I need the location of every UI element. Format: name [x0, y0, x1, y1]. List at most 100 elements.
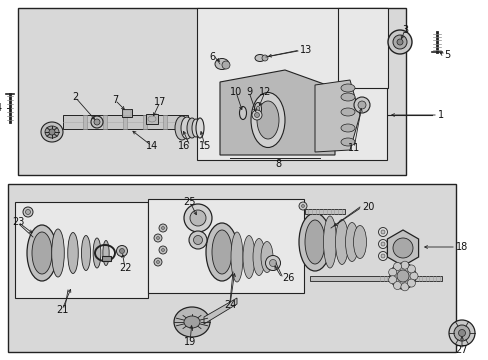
Text: 3: 3	[401, 25, 407, 35]
Text: 20: 20	[361, 202, 374, 212]
Circle shape	[400, 261, 408, 269]
Circle shape	[156, 261, 159, 264]
Ellipse shape	[340, 84, 354, 92]
Ellipse shape	[335, 220, 348, 265]
Ellipse shape	[45, 126, 59, 138]
Text: 16: 16	[177, 141, 190, 151]
Ellipse shape	[102, 240, 109, 265]
Text: 8: 8	[274, 159, 281, 169]
Circle shape	[353, 97, 369, 113]
Ellipse shape	[261, 242, 272, 273]
Polygon shape	[386, 230, 418, 266]
Circle shape	[388, 276, 396, 284]
Ellipse shape	[345, 222, 358, 261]
Bar	[148, 199, 304, 293]
Text: 4: 4	[0, 103, 2, 113]
Circle shape	[161, 226, 164, 230]
Ellipse shape	[340, 93, 354, 101]
Bar	[63, 115, 187, 129]
Bar	[305, 209, 345, 214]
Polygon shape	[203, 298, 237, 324]
Ellipse shape	[68, 233, 78, 274]
Circle shape	[380, 242, 384, 246]
Text: 25: 25	[183, 197, 196, 207]
Ellipse shape	[81, 235, 90, 270]
Circle shape	[396, 39, 402, 45]
Text: 13: 13	[299, 45, 312, 55]
Ellipse shape	[183, 316, 200, 328]
Ellipse shape	[256, 106, 259, 112]
Ellipse shape	[353, 225, 366, 258]
Ellipse shape	[174, 307, 209, 337]
Bar	[123, 115, 127, 129]
Ellipse shape	[298, 213, 330, 271]
Ellipse shape	[27, 225, 57, 281]
Circle shape	[393, 262, 401, 270]
Ellipse shape	[254, 103, 261, 116]
Ellipse shape	[340, 138, 354, 146]
Circle shape	[407, 279, 415, 287]
Circle shape	[189, 231, 206, 249]
Circle shape	[190, 210, 205, 226]
Bar	[197, 8, 386, 160]
Circle shape	[388, 268, 396, 276]
Circle shape	[154, 234, 162, 242]
Bar	[123, 110, 131, 116]
Circle shape	[183, 204, 212, 232]
Text: 5: 5	[443, 50, 449, 60]
Ellipse shape	[340, 108, 354, 116]
Circle shape	[159, 224, 167, 232]
Bar	[83, 115, 87, 129]
Text: 10: 10	[229, 87, 242, 97]
Ellipse shape	[192, 119, 200, 137]
Text: 14: 14	[145, 141, 158, 151]
Ellipse shape	[323, 216, 336, 268]
Ellipse shape	[196, 118, 203, 138]
Bar	[122, 109, 132, 117]
Bar	[163, 115, 167, 129]
Circle shape	[458, 329, 465, 337]
Ellipse shape	[93, 238, 101, 268]
Circle shape	[407, 265, 415, 273]
Text: 22: 22	[119, 263, 131, 273]
Text: 24: 24	[224, 300, 236, 310]
Bar	[8, 184, 455, 352]
Ellipse shape	[175, 116, 189, 140]
Polygon shape	[314, 80, 359, 152]
Circle shape	[357, 101, 365, 109]
Text: 18: 18	[455, 242, 468, 252]
Circle shape	[392, 35, 406, 49]
Circle shape	[392, 238, 412, 258]
Ellipse shape	[186, 118, 197, 138]
Circle shape	[387, 30, 411, 54]
Circle shape	[193, 235, 202, 244]
Text: 17: 17	[154, 97, 166, 107]
Circle shape	[23, 207, 33, 217]
Ellipse shape	[52, 229, 64, 277]
Circle shape	[448, 320, 474, 346]
Ellipse shape	[239, 107, 246, 120]
Circle shape	[119, 248, 124, 253]
Text: 7: 7	[112, 95, 118, 105]
Text: 15: 15	[199, 141, 211, 151]
Circle shape	[156, 237, 159, 239]
Circle shape	[265, 256, 280, 270]
Polygon shape	[220, 70, 334, 155]
Ellipse shape	[254, 54, 264, 62]
Bar	[142, 115, 147, 129]
Text: 1: 1	[437, 110, 443, 120]
Text: 12: 12	[258, 87, 271, 97]
Circle shape	[389, 263, 415, 289]
Bar	[146, 114, 158, 124]
Circle shape	[298, 202, 306, 210]
Circle shape	[269, 260, 276, 266]
Circle shape	[251, 110, 262, 120]
Ellipse shape	[250, 93, 285, 148]
Ellipse shape	[91, 116, 103, 128]
Ellipse shape	[41, 122, 63, 142]
Ellipse shape	[205, 223, 238, 281]
Circle shape	[380, 254, 384, 258]
Circle shape	[254, 112, 259, 117]
Ellipse shape	[215, 58, 228, 69]
Circle shape	[453, 325, 469, 341]
